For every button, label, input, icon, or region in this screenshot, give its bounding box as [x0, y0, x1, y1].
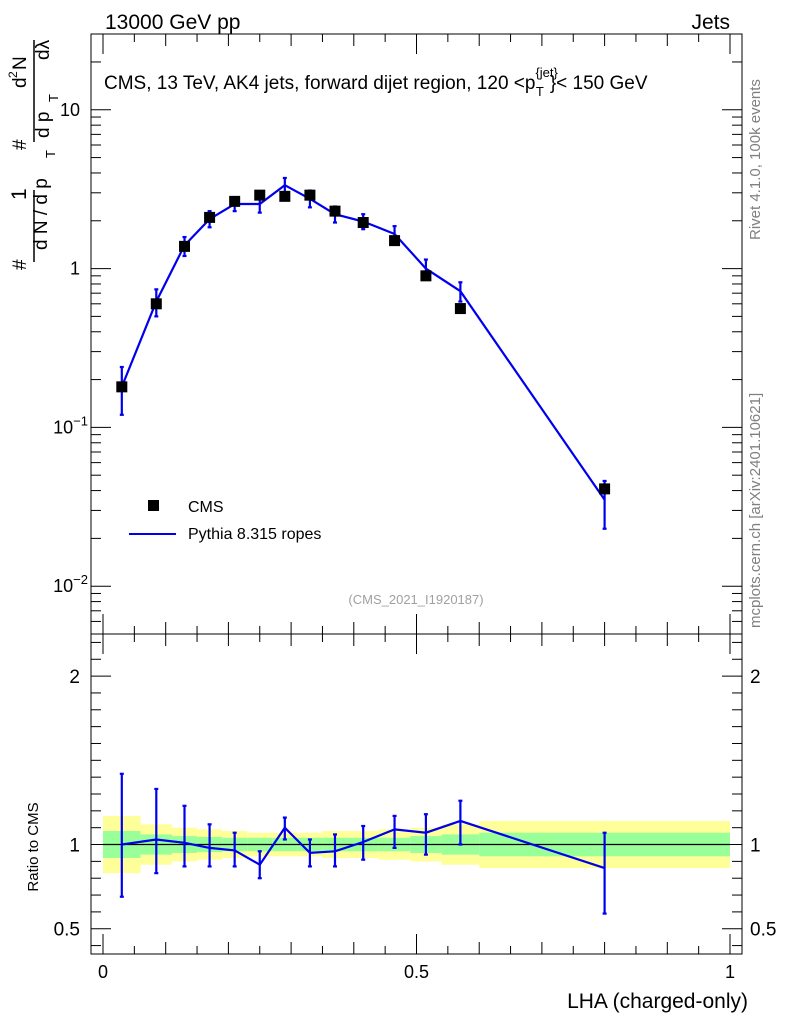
header-energy: 13000 GeV pp — [105, 11, 240, 34]
svg-text:dλ: dλ — [33, 39, 54, 60]
cms-data-point — [304, 189, 316, 201]
x-tick-label: 1 — [725, 962, 735, 982]
cms-data-point — [389, 235, 401, 247]
header-category: Jets — [691, 11, 730, 34]
svg-text:T: T — [43, 150, 58, 158]
rivet-version-label: Rivet 4.1.0, 100k events — [747, 79, 764, 240]
x-tick-label: 0 — [98, 962, 108, 982]
svg-text:d p: d p — [33, 112, 54, 138]
ratio-y-tick-label-right: 2 — [750, 667, 761, 688]
x-axis-label: LHA (charged-only) — [567, 990, 748, 1013]
ratio-y-tick-label-right: 1 — [750, 836, 761, 857]
ratio-frame — [90, 633, 743, 955]
axes-frames: 10 1 10−1 10−2 0 0.5 1 2 2 1 1 0.5 0.5 — [53, 33, 776, 982]
legend: CMS Pythia 8.315 ropes — [129, 499, 321, 543]
pythia-ratio-curve — [121, 819, 605, 870]
legend-label-pythia: Pythia 8.315 ropes — [188, 526, 321, 543]
cms-data-point — [116, 381, 128, 393]
svg-text:T: T — [46, 94, 61, 102]
svg-text:#: # — [10, 139, 31, 150]
svg-text:1: 1 — [8, 188, 31, 200]
mcplots-label: mcplots.cern.ch [arXiv:2401.10621] — [747, 393, 764, 628]
ratio-y-tick-label: 1 — [69, 836, 80, 857]
cms-data-point — [254, 189, 266, 201]
main-frame — [90, 33, 743, 635]
legend-marker-cms — [148, 500, 159, 511]
main-y-tick-label: 10−1 — [53, 413, 88, 437]
cms-data-point — [454, 303, 466, 315]
cms-data-point — [599, 483, 611, 495]
cms-data-point — [179, 240, 191, 252]
svg-text:d: d — [10, 77, 31, 88]
svg-text:d N / d p: d N / d p — [31, 178, 52, 250]
main-y-tick-label: 1 — [70, 259, 80, 279]
main-y-tick-label: 10 — [60, 100, 80, 120]
ratio-y-tick-label-right: 0.5 — [750, 920, 776, 941]
cms-data-point — [279, 190, 291, 202]
svg-text:N: N — [10, 56, 31, 70]
legend-label-cms: CMS — [188, 499, 224, 516]
ratio-y-tick-label: 0.5 — [54, 920, 80, 941]
ratio-plot-content — [119, 772, 607, 915]
analysis-id-watermark: (CMS_2021_I1920187) — [348, 592, 483, 607]
x-tick-label: 0.5 — [404, 962, 429, 982]
cms-data-point — [229, 195, 241, 207]
cms-data-point — [150, 298, 162, 310]
cms-data-point — [329, 205, 341, 217]
main-plot-content — [116, 176, 611, 530]
plot-title: CMS, 13 TeV, AK4 jets, forward dijet reg… — [104, 65, 648, 99]
ratio-y-axis-label: Ratio to CMS — [25, 802, 42, 891]
ratio-y-tick-label: 2 — [69, 667, 80, 688]
main-y-tick-label: 10−2 — [53, 572, 88, 596]
cms-data-point — [204, 211, 216, 223]
main-y-axis-label: # d N / d p T 1 # d p T d 2 N dλ — [6, 39, 61, 270]
pythia-curve — [120, 183, 606, 501]
svg-text:2: 2 — [6, 71, 20, 78]
cms-data-point — [357, 217, 369, 229]
svg-text:#: # — [10, 259, 31, 270]
cms-data-point — [420, 270, 432, 282]
